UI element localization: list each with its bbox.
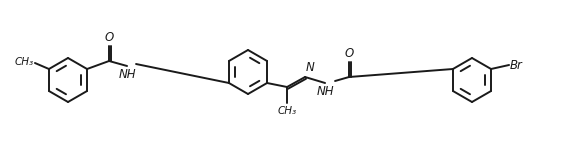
Text: Br: Br xyxy=(510,58,523,71)
Text: NH: NH xyxy=(118,68,136,81)
Text: CH₃: CH₃ xyxy=(15,57,34,67)
Text: CH₃: CH₃ xyxy=(278,106,296,116)
Text: N: N xyxy=(306,61,315,74)
Text: NH: NH xyxy=(316,85,334,98)
Text: O: O xyxy=(344,47,353,60)
Text: O: O xyxy=(104,31,113,44)
